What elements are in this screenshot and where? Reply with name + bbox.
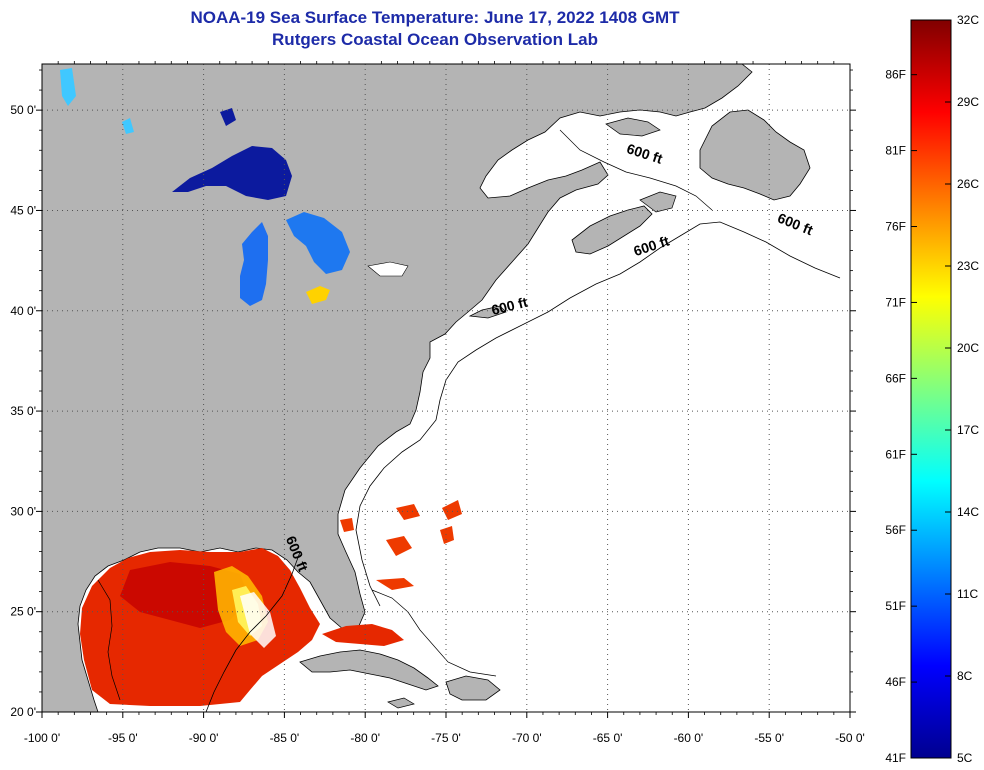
lon-tick-label: -50 0' [835, 731, 865, 745]
sst-lake-nipigon [220, 108, 236, 126]
lon-tick-label: -65 0' [593, 731, 623, 745]
land-jamaica [387, 697, 415, 709]
colorbar-fahrenheit-label: 86F [885, 68, 906, 82]
lon-tick-label: -90 0' [189, 731, 219, 745]
lon-tick-label: -70 0' [512, 731, 542, 745]
sst-lake-michigan [240, 222, 268, 306]
lat-lon-grid [42, 64, 850, 712]
colorbar-celsius-label: 32C [957, 13, 979, 27]
sst-atlantic-patch-2 [396, 504, 420, 520]
colorbar-fahrenheit-label: 76F [885, 220, 906, 234]
colorbar-celsius-label: 23C [957, 259, 979, 273]
lon-tick-label: -100 0' [24, 731, 60, 745]
colorbar-celsius-label: 5C [957, 751, 973, 765]
colorbar-fahrenheit-label: 61F [885, 447, 906, 461]
colorbar-celsius-label: 11C [957, 587, 978, 601]
land-hispaniola [445, 675, 501, 701]
lat-tick-label: 25 0' [10, 605, 36, 619]
colorbar-fahrenheit-label: 46F [885, 675, 906, 689]
lat-tick-label: 20 0' [10, 705, 36, 719]
sst-lake-huron [286, 212, 350, 274]
colorbar-ticks: 5C 8C 11C 14C 17C 20C 23C 26C 29C 32C 41F 46F 51F 56F… [885, 13, 979, 765]
sst-atlantic-patch-5 [376, 578, 414, 590]
colorbar-fahrenheit-label: 51F [885, 599, 906, 613]
sst-gulf-cloud-gap [240, 592, 276, 648]
lon-tick-label: -85 0' [270, 731, 300, 745]
lat-tick-label: 45 0' [10, 203, 36, 217]
lat-tick-label: 30 0' [10, 504, 36, 518]
sst-atlantic-patch-6 [340, 518, 354, 532]
sst-atlantic-patch-3 [442, 500, 462, 520]
sst-straits-florida [322, 624, 404, 646]
land-newfoundland [699, 109, 811, 201]
sst-lake-erie [306, 286, 330, 304]
land-cape-breton [639, 191, 677, 213]
sst-lake-superior [172, 146, 292, 200]
contour-600ft-shelf [355, 221, 841, 607]
colorbar [910, 19, 952, 759]
map-axes: -100 0' -95 0' -90 0' -85 0' -80 0' -75 0' -70… [10, 61, 865, 745]
contour-600ft-gulf-st-lawrence [559, 129, 713, 211]
lon-tick-label: -80 0' [350, 731, 380, 745]
contour-600ft-gulf [205, 551, 301, 712]
sst-lake-winnipeg-partial [60, 68, 76, 106]
colorbar-celsius-label: 8C [957, 669, 973, 683]
land-north-america [42, 64, 753, 712]
colorbar-celsius-label: 20C [957, 341, 979, 355]
contour-600ft-gulf-west [97, 579, 121, 701]
land-cuba [299, 649, 439, 691]
colorbar-celsius-label: 29C [957, 95, 979, 109]
land-anticosti [605, 117, 661, 137]
lat-tick-label: 35 0' [10, 404, 36, 418]
sst-atlantic-patch-4 [440, 526, 454, 544]
colorbar-fahrenheit-label: 66F [885, 371, 906, 385]
sst-lake-ontario [367, 261, 409, 277]
map-subtitle: Rutgers Coastal Ocean Observation Lab [272, 30, 598, 49]
lat-tick-label: 50 0' [10, 103, 36, 117]
map-title: NOAA-19 Sea Surface Temperature: June 17… [190, 8, 680, 27]
colorbar-fahrenheit-label: 41F [885, 751, 906, 765]
colorbar-fahrenheit-label: 56F [885, 523, 906, 537]
lon-tick-label: -95 0' [108, 731, 138, 745]
lon-tick-label: -55 0' [754, 731, 784, 745]
sst-lake-nw-small [122, 118, 134, 134]
lat-tick-label: 40 0' [10, 304, 36, 318]
colorbar-celsius-label: 26C [957, 177, 979, 191]
lon-tick-label: -60 0' [674, 731, 704, 745]
land-nova-scotia [571, 205, 653, 255]
colorbar-fahrenheit-label: 81F [885, 144, 906, 158]
lon-tick-label: -75 0' [431, 731, 461, 745]
sst-atlantic-patch-1 [386, 536, 412, 556]
contour-bahamas [371, 589, 497, 677]
colorbar-fahrenheit-label: 71F [885, 295, 906, 309]
colorbar-celsius-label: 14C [957, 505, 979, 519]
colorbar-celsius-label: 17C [957, 423, 979, 437]
land-long-island [468, 305, 507, 319]
